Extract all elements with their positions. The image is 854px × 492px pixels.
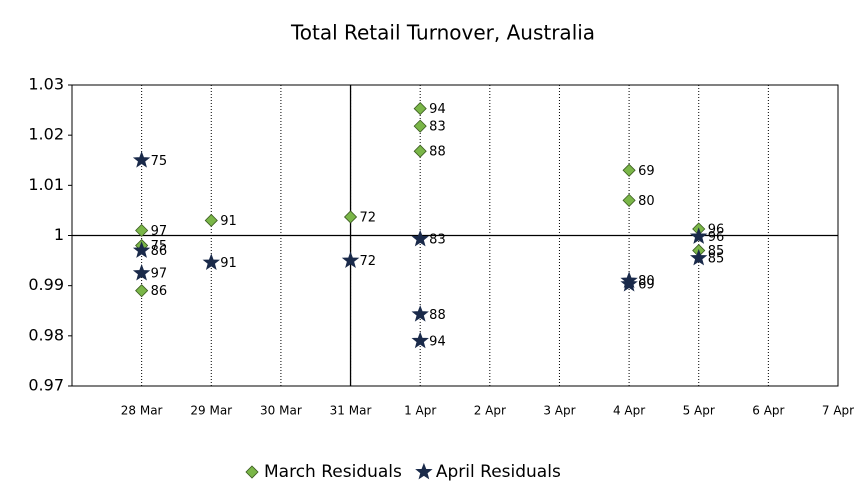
x-tick-label: 28 Mar bbox=[121, 404, 163, 418]
x-tick-label: 7 Apr bbox=[822, 404, 854, 418]
point-label: 88 bbox=[429, 145, 446, 160]
point bbox=[411, 331, 429, 349]
x-tick-label: 1 Apr bbox=[404, 404, 436, 418]
point bbox=[622, 193, 636, 207]
point bbox=[132, 241, 151, 258]
x-tick-label: 6 Apr bbox=[752, 404, 784, 418]
point-label: 88 bbox=[429, 308, 446, 323]
point-label: 75 bbox=[151, 154, 168, 169]
y-tick-label: 1 bbox=[54, 225, 64, 244]
x-tick-label: 31 Mar bbox=[330, 404, 372, 418]
legend-marker bbox=[415, 462, 433, 480]
point-label: 97 bbox=[151, 224, 168, 239]
y-tick-label: 1.03 bbox=[28, 75, 64, 94]
chart-title: Total Retail Turnover, Australia bbox=[290, 21, 595, 45]
point bbox=[411, 305, 429, 322]
legend-marker bbox=[245, 465, 259, 479]
point bbox=[204, 213, 218, 228]
legend-label: March Residuals bbox=[264, 462, 402, 482]
point bbox=[202, 253, 220, 271]
point-label: 80 bbox=[638, 194, 655, 209]
point bbox=[413, 102, 427, 116]
point bbox=[135, 223, 149, 238]
point bbox=[622, 163, 636, 177]
y-tick-label: 0.99 bbox=[28, 275, 64, 294]
point-label: 69 bbox=[638, 278, 655, 293]
x-tick-label: 2 Apr bbox=[474, 404, 506, 418]
point bbox=[620, 275, 638, 292]
point-label: 91 bbox=[220, 256, 237, 271]
y-tick-label: 1.01 bbox=[28, 175, 64, 194]
y-tick-label: 0.97 bbox=[28, 376, 64, 395]
point bbox=[341, 251, 360, 269]
point-label: 80 bbox=[638, 274, 655, 289]
point-label: 94 bbox=[429, 102, 446, 117]
point-label: 85 bbox=[708, 244, 725, 259]
point bbox=[413, 144, 427, 158]
point bbox=[343, 210, 358, 224]
point-label: 69 bbox=[638, 164, 655, 179]
point-label: 96 bbox=[708, 230, 725, 245]
y-tick-label: 1.02 bbox=[28, 125, 64, 144]
point bbox=[132, 263, 151, 281]
point-label: 83 bbox=[429, 233, 446, 248]
x-tick-label: 30 Mar bbox=[260, 404, 302, 418]
point-label: 97 bbox=[151, 267, 168, 282]
point-label: 86 bbox=[151, 284, 168, 299]
point-label: 83 bbox=[429, 120, 446, 135]
point bbox=[132, 151, 151, 168]
x-tick-label: 4 Apr bbox=[613, 404, 645, 418]
point bbox=[690, 227, 708, 244]
point-label: 91 bbox=[220, 214, 237, 229]
point-label: 94 bbox=[429, 334, 446, 349]
x-tick-label: 3 Apr bbox=[543, 404, 575, 418]
point-label: 72 bbox=[360, 254, 377, 269]
x-tick-label: 5 Apr bbox=[683, 404, 715, 418]
point bbox=[135, 284, 149, 298]
x-tick-label: 29 Mar bbox=[190, 404, 232, 418]
y-tick-label: 0.98 bbox=[28, 325, 64, 344]
point-label: 86 bbox=[151, 244, 168, 259]
point-label: 75 bbox=[151, 239, 168, 254]
point bbox=[413, 119, 427, 133]
point-label: 85 bbox=[708, 252, 725, 267]
point bbox=[690, 248, 708, 266]
point-label: 96 bbox=[708, 222, 725, 237]
point bbox=[411, 229, 429, 247]
point-label: 72 bbox=[360, 210, 377, 225]
legend-label: April Residuals bbox=[436, 462, 561, 482]
